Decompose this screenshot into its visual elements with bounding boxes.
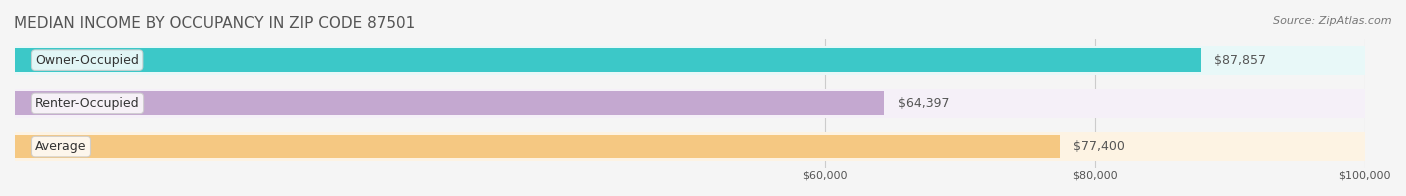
Bar <box>15 46 1365 75</box>
Bar <box>15 135 1060 159</box>
Bar <box>15 48 1201 72</box>
Bar <box>15 89 1365 118</box>
Bar <box>15 92 884 115</box>
Text: Source: ZipAtlas.com: Source: ZipAtlas.com <box>1274 16 1392 26</box>
Text: $87,857: $87,857 <box>1215 54 1267 67</box>
Bar <box>15 132 1365 161</box>
Text: Renter-Occupied: Renter-Occupied <box>35 97 139 110</box>
Text: MEDIAN INCOME BY OCCUPANCY IN ZIP CODE 87501: MEDIAN INCOME BY OCCUPANCY IN ZIP CODE 8… <box>14 16 415 31</box>
Text: Average: Average <box>35 140 87 153</box>
Text: $64,397: $64,397 <box>897 97 949 110</box>
Text: Owner-Occupied: Owner-Occupied <box>35 54 139 67</box>
Text: $77,400: $77,400 <box>1073 140 1125 153</box>
